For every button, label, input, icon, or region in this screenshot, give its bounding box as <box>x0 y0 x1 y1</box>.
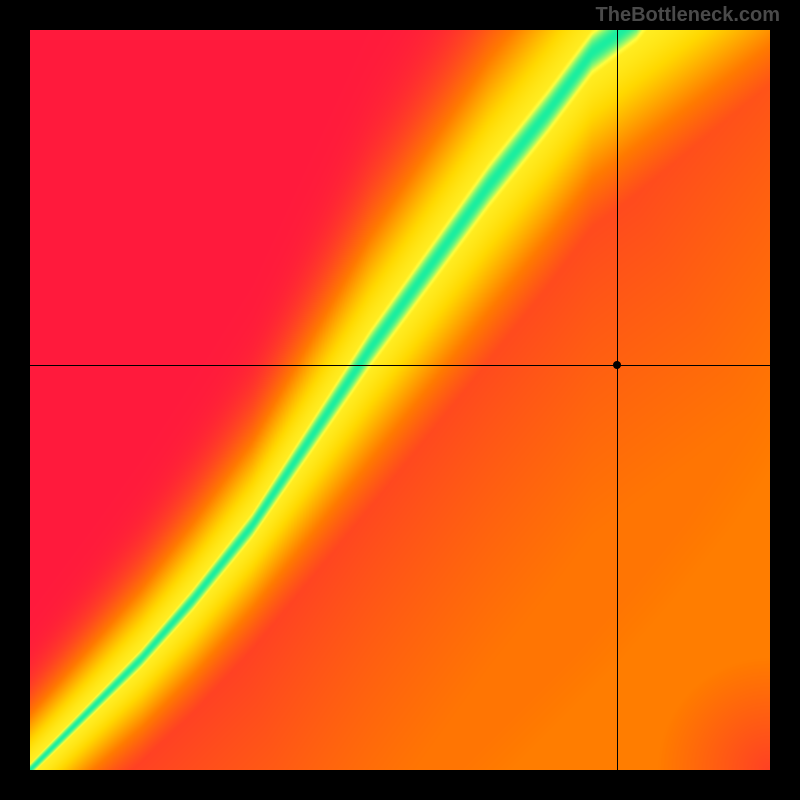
chart-container: TheBottleneck.com <box>0 0 800 800</box>
watermark-text: TheBottleneck.com <box>596 4 780 27</box>
crosshair-vertical <box>617 30 618 770</box>
marker-dot <box>613 361 621 369</box>
crosshair-horizontal <box>30 365 770 366</box>
heatmap-canvas <box>30 30 770 770</box>
plot-area <box>30 30 770 770</box>
